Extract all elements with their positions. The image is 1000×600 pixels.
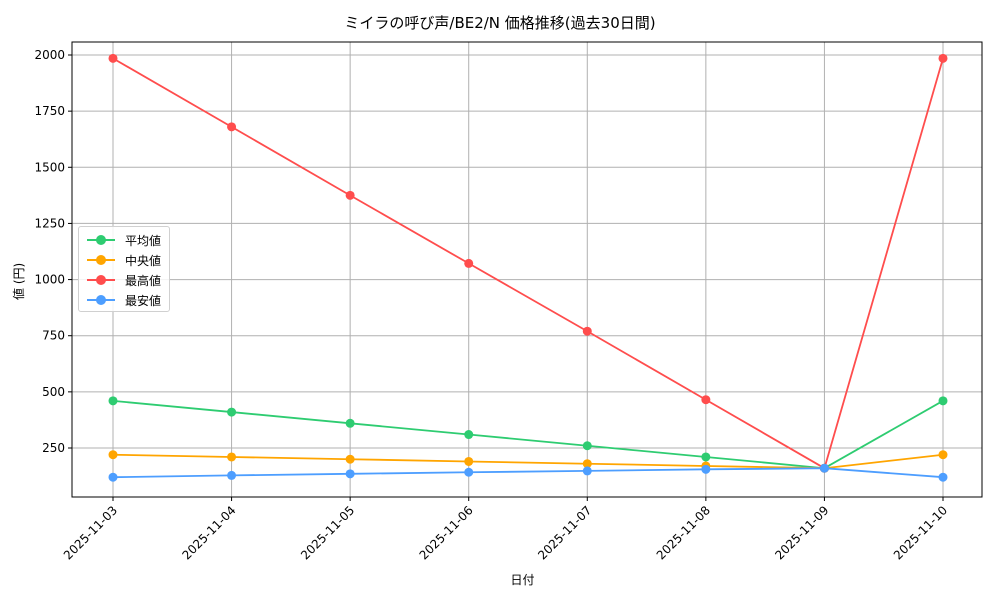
data-point <box>464 430 474 440</box>
legend-label: 平均値 <box>125 234 162 248</box>
data-point <box>582 441 592 451</box>
data-point <box>701 395 711 405</box>
series-line <box>112 57 944 470</box>
data-point <box>345 469 355 479</box>
data-point <box>108 450 118 460</box>
data-point <box>938 53 948 63</box>
data-point <box>227 122 237 132</box>
plot-frame <box>71 41 983 498</box>
legend-marker-icon <box>96 295 106 305</box>
data-point <box>701 464 711 474</box>
x-tick-label: 2025-11-10 <box>891 503 950 562</box>
series-line <box>112 453 944 470</box>
legend: 平均値中央値最高値最安値 <box>78 226 170 312</box>
series-line <box>112 399 944 470</box>
data-point <box>464 456 474 466</box>
legend-label: 中央値 <box>125 254 162 268</box>
series-line <box>112 467 944 479</box>
legend-item: 中央値 <box>79 250 169 270</box>
legend-item: 平均値 <box>79 230 169 250</box>
x-tick-label: 2025-11-09 <box>772 503 831 562</box>
x-tick-label: 2025-11-07 <box>535 503 594 562</box>
chart-title: ミイラの呼び声/BE2/N 価格推移(過去30日間) <box>344 14 656 32</box>
data-point <box>938 472 948 482</box>
data-point <box>938 396 948 406</box>
data-point <box>108 396 118 406</box>
data-point <box>582 459 592 469</box>
x-tick-label: 2025-11-04 <box>179 503 238 562</box>
data-point <box>464 258 474 268</box>
legend-item: 最安値 <box>79 290 169 310</box>
data-point <box>464 467 474 477</box>
legend-label: 最安値 <box>125 294 162 308</box>
data-point <box>582 466 592 476</box>
legend-label: 最高値 <box>125 274 162 288</box>
legend-marker-icon <box>96 255 106 265</box>
legend-marker-icon <box>96 275 106 285</box>
data-point <box>582 326 592 336</box>
x-tick-label: 2025-11-08 <box>654 503 713 562</box>
data-point <box>345 454 355 464</box>
y-tick-label: 750 <box>42 329 65 343</box>
data-point <box>938 450 948 460</box>
data-point <box>227 470 237 480</box>
data-point <box>345 190 355 200</box>
y-tick-label: 1000 <box>34 273 65 287</box>
y-tick-label: 500 <box>42 385 65 399</box>
legend-item: 最高値 <box>79 270 169 290</box>
y-tick-label: 1750 <box>34 104 65 118</box>
y-tick-label: 1500 <box>34 160 65 174</box>
x-tick-label: 2025-11-03 <box>61 503 120 562</box>
data-point <box>227 407 237 417</box>
data-point <box>227 452 237 462</box>
x-tick-label: 2025-11-06 <box>417 503 476 562</box>
y-tick-label: 2000 <box>34 48 65 62</box>
data-point <box>819 463 829 473</box>
data-point <box>701 452 711 462</box>
y-tick-label: 1250 <box>34 216 65 230</box>
x-axis-label: 日付 <box>510 573 535 587</box>
legend-marker-icon <box>96 235 106 245</box>
x-tick-label: 2025-11-05 <box>298 503 357 562</box>
y-tick-label: 250 <box>42 441 65 455</box>
data-point <box>345 418 355 428</box>
data-point <box>108 53 118 63</box>
data-point <box>108 472 118 482</box>
